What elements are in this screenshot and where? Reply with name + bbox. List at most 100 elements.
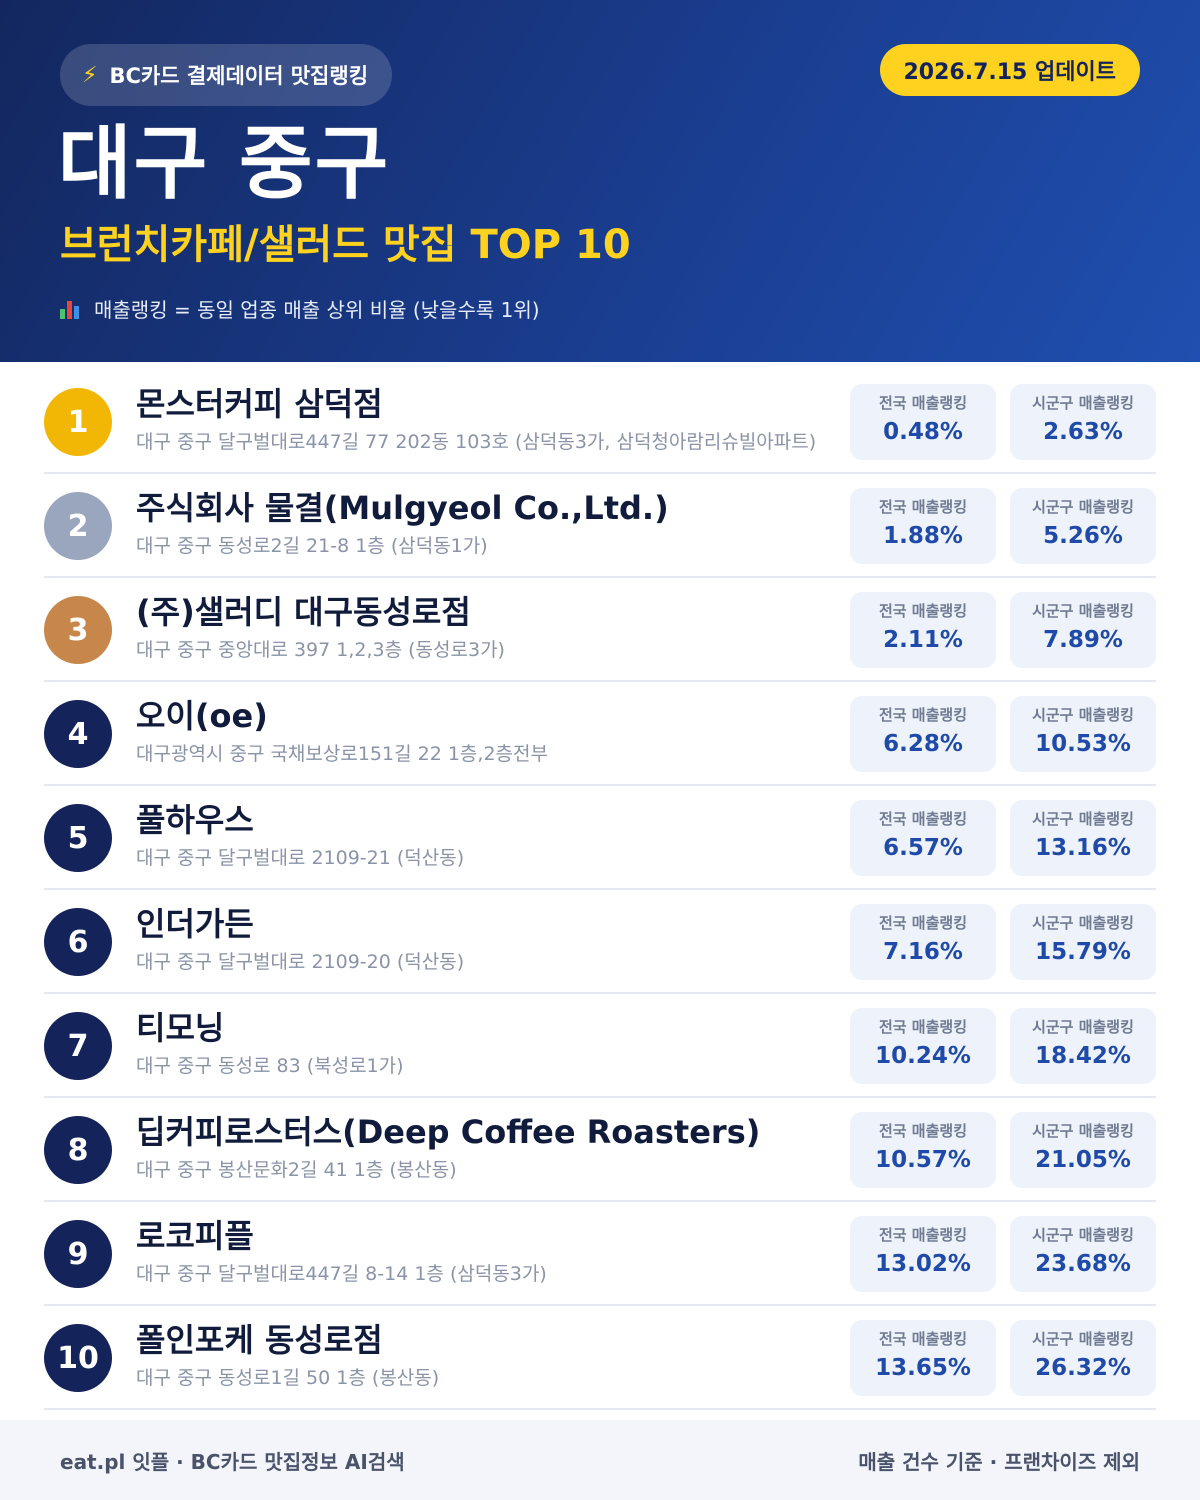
national-ranking-value: 2.11% <box>883 627 963 653</box>
local-ranking-value: 2.63% <box>1043 419 1123 445</box>
local-ranking-card: 시군구 매출랭킹 5.26% <box>1010 488 1156 564</box>
local-ranking-value: 5.26% <box>1043 523 1123 549</box>
local-ranking-label: 시군구 매출랭킹 <box>1032 1018 1134 1036</box>
restaurant-name: 폴인포케 동성로점 <box>136 1321 383 1359</box>
national-ranking-value: 13.65% <box>875 1355 971 1381</box>
restaurant-address: 대구 중구 달구벌대로447길 77 202동 103호 (삼덕동3가, 삼덕청… <box>136 431 817 453</box>
local-ranking-card: 시군구 매출랭킹 15.79% <box>1010 904 1156 980</box>
list-item[interactable]: 7 티모닝 대구 중구 동성로 83 (북성로1가) 전국 매출랭킹 10.24% 시군구… <box>44 994 1156 1098</box>
national-ranking-value: 6.57% <box>883 835 963 861</box>
list-item[interactable]: 8 딥커피로스터스(Deep Coffee Roasters) 대구 중구 봉산문화… <box>44 1098 1156 1202</box>
national-ranking-card: 전국 매출랭킹 6.28% <box>850 696 996 772</box>
national-ranking-label: 전국 매출랭킹 <box>878 1122 968 1140</box>
restaurant-name: 오이(oe) <box>136 697 268 735</box>
national-ranking-card: 전국 매출랭킹 13.02% <box>850 1216 996 1292</box>
list-item[interactable]: 4 오이(oe) 대구광역시 중구 국채보상로151길 22 1층,2층전부 전국 매… <box>44 682 1156 786</box>
national-ranking-value: 10.24% <box>875 1043 971 1069</box>
restaurant-address: 대구 중구 동성로2길 21-8 1층 (삼덕동1가) <box>136 535 488 557</box>
national-ranking-label: 전국 매출랭킹 <box>878 1018 968 1036</box>
bolt-icon: ⚡ <box>82 62 98 88</box>
rank-badge: 5 <box>44 804 112 872</box>
local-ranking-card: 시군구 매출랭킹 7.89% <box>1010 592 1156 668</box>
local-ranking-label: 시군구 매출랭킹 <box>1032 602 1134 620</box>
local-ranking-card: 시군구 매출랭킹 21.05% <box>1010 1112 1156 1188</box>
national-ranking-label: 전국 매출랭킹 <box>878 810 968 828</box>
national-ranking-label: 전국 매출랭킹 <box>878 602 968 620</box>
national-ranking-value: 7.16% <box>883 939 963 965</box>
national-ranking-card: 전국 매출랭킹 1.88% <box>850 488 996 564</box>
header-banner: ⚡ BC카드 결제데이터 맛집랭킹 2026.7.15 업데이트 대구 중구 브… <box>0 0 1200 362</box>
restaurant-name: 로코피플 <box>136 1217 254 1255</box>
restaurant-name: 풀하우스 <box>136 801 254 839</box>
rank-badge: 9 <box>44 1220 112 1288</box>
local-ranking-card: 시군구 매출랭킹 2.63% <box>1010 384 1156 460</box>
national-ranking-label: 전국 매출랭킹 <box>878 498 968 516</box>
national-ranking-label: 전국 매출랭킹 <box>878 394 968 412</box>
national-ranking-card: 전국 매출랭킹 13.65% <box>850 1320 996 1396</box>
local-ranking-card: 시군구 매출랭킹 10.53% <box>1010 696 1156 772</box>
national-ranking-card: 전국 매출랭킹 10.24% <box>850 1008 996 1084</box>
update-badge: 2026.7.15 업데이트 <box>879 44 1140 96</box>
restaurant-address: 대구 중구 중앙대로 397 1,2,3층 (동성로3가) <box>136 639 505 661</box>
national-ranking-value: 13.02% <box>875 1251 971 1277</box>
rank-badge: 4 <box>44 700 112 768</box>
restaurant-address: 대구 중구 동성로1길 50 1층 (봉산동) <box>136 1367 440 1389</box>
restaurant-address: 대구 중구 달구벌대로 2109-21 (덕산동) <box>136 847 465 869</box>
restaurant-name: 티모닝 <box>136 1009 225 1047</box>
national-ranking-value: 6.28% <box>883 731 963 757</box>
national-ranking-label: 전국 매출랭킹 <box>878 706 968 724</box>
footer-criteria: 매출 건수 기준 · 프랜차이즈 제외 <box>858 1449 1140 1474</box>
restaurant-name: 몬스터커피 삼덕점 <box>136 385 383 423</box>
national-ranking-card: 전국 매출랭킹 7.16% <box>850 904 996 980</box>
restaurant-address: 대구 중구 동성로 83 (북성로1가) <box>136 1055 404 1077</box>
bar-chart-icon <box>60 299 82 319</box>
restaurant-address: 대구광역시 중구 국채보상로151길 22 1층,2층전부 <box>136 743 548 765</box>
rank-badge: 3 <box>44 596 112 664</box>
ranking-note: 매출랭킹 = 동일 업종 매출 상위 비율 (낮을수록 1위) <box>60 294 540 323</box>
rank-badge: 2 <box>44 492 112 560</box>
local-ranking-value: 7.89% <box>1043 627 1123 653</box>
rank-badge: 1 <box>44 388 112 456</box>
local-ranking-label: 시군구 매출랭킹 <box>1032 1122 1134 1140</box>
local-ranking-value: 15.79% <box>1035 939 1131 965</box>
national-ranking-card: 전국 매출랭킹 10.57% <box>850 1112 996 1188</box>
restaurant-address: 대구 중구 달구벌대로447길 8-14 1층 (삼덕동3가) <box>136 1263 547 1285</box>
local-ranking-value: 18.42% <box>1035 1043 1131 1069</box>
list-item[interactable]: 2 주식회사 물결(Mulgyeol Co.,Ltd.) 대구 중구 동성로2길 2… <box>44 474 1156 578</box>
national-ranking-value: 0.48% <box>883 419 963 445</box>
local-ranking-card: 시군구 매출랭킹 13.16% <box>1010 800 1156 876</box>
local-ranking-card: 시군구 매출랭킹 18.42% <box>1010 1008 1156 1084</box>
restaurant-name: 인더가든 <box>136 905 254 943</box>
source-badge: ⚡ BC카드 결제데이터 맛집랭킹 <box>60 44 393 106</box>
national-ranking-card: 전국 매출랭킹 0.48% <box>850 384 996 460</box>
rank-badge: 6 <box>44 908 112 976</box>
footer-brand: eat.pl 잇플 · BC카드 맛집정보 AI검색 <box>60 1449 405 1474</box>
local-ranking-value: 23.68% <box>1035 1251 1131 1277</box>
local-ranking-card: 시군구 매출랭킹 23.68% <box>1010 1216 1156 1292</box>
page-subtitle: 브런치카페/샐러드 맛집 TOP 10 <box>60 222 631 268</box>
national-ranking-card: 전국 매출랭킹 6.57% <box>850 800 996 876</box>
rank-badge: 10 <box>44 1324 112 1392</box>
footer: eat.pl 잇플 · BC카드 맛집정보 AI검색 매출 건수 기준 · 프랜… <box>0 1420 1200 1500</box>
rank-badge: 8 <box>44 1116 112 1184</box>
page-title: 대구 중구 <box>58 117 391 210</box>
national-ranking-label: 전국 매출랭킹 <box>878 1330 968 1348</box>
restaurant-address: 대구 중구 달구벌대로 2109-20 (덕산동) <box>136 951 465 973</box>
local-ranking-label: 시군구 매출랭킹 <box>1032 706 1134 724</box>
local-ranking-card: 시군구 매출랭킹 26.32% <box>1010 1320 1156 1396</box>
local-ranking-label: 시군구 매출랭킹 <box>1032 1330 1134 1348</box>
source-badge-label: BC카드 결제데이터 맛집랭킹 <box>109 64 369 88</box>
national-ranking-card: 전국 매출랭킹 2.11% <box>850 592 996 668</box>
national-ranking-value: 10.57% <box>875 1147 971 1173</box>
restaurant-name: (주)샐러디 대구동성로점 <box>136 593 471 631</box>
national-ranking-label: 전국 매출랭킹 <box>878 1226 968 1244</box>
ranking-note-text: 매출랭킹 = 동일 업종 매출 상위 비율 (낮을수록 1위) <box>94 298 540 322</box>
local-ranking-label: 시군구 매출랭킹 <box>1032 810 1134 828</box>
